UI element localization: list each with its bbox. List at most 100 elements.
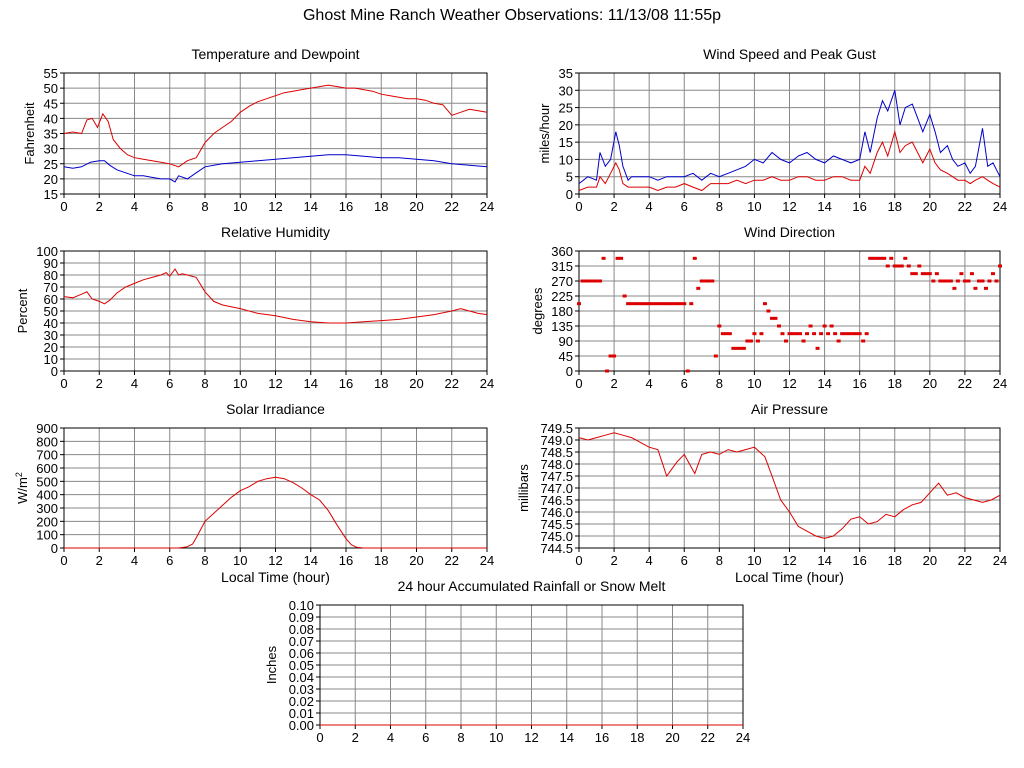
wind-direction-point xyxy=(706,279,711,283)
solar-ytick-label: 600 xyxy=(36,461,58,476)
wind-speed-xtick-label: 14 xyxy=(817,199,831,214)
pressure-xtick-label: 12 xyxy=(782,553,796,568)
wind-direction-point xyxy=(857,332,862,336)
wind-direction-point xyxy=(762,302,767,306)
rainfall-xtick-label: 22 xyxy=(701,730,715,745)
wind-speed-xtick-label: 22 xyxy=(958,199,972,214)
wind-direction-point xyxy=(699,279,704,283)
pressure-xtick-label: 0 xyxy=(575,553,582,568)
humidity-xtick-label: 16 xyxy=(339,376,353,391)
temperature-xtick-label: 0 xyxy=(60,199,67,214)
pressure-xtick-label: 16 xyxy=(852,553,866,568)
wind-direction-point xyxy=(983,286,988,290)
wind-direction-point xyxy=(952,286,957,290)
wind-direction-point xyxy=(931,279,936,283)
pressure-series-line-0 xyxy=(578,432,1001,539)
wind-direction-ytick-label: 90 xyxy=(559,334,573,349)
solar-chart: 0 2 4 6 8 10 12 14 16 18 20 22 240100200300400500600… xyxy=(14,401,494,585)
wind-direction-point xyxy=(612,354,617,358)
temperature-ytick-label: 25 xyxy=(44,157,58,172)
wind-direction-point xyxy=(934,272,939,276)
pressure-ytick-label: 747.0 xyxy=(540,481,573,496)
wind-direction-point xyxy=(948,279,953,283)
pressure-ytick-label: 749.5 xyxy=(540,421,573,436)
wind-direction-xtick-label: 10 xyxy=(747,376,761,391)
pressure-xtick-label: 18 xyxy=(888,553,902,568)
wind-direction-point xyxy=(910,272,915,276)
wind-direction-ytick-label: 270 xyxy=(551,274,573,289)
wind-direction-point xyxy=(598,279,603,283)
wind-direction-point xyxy=(864,332,869,336)
temperature-title: Temperature and Dewpoint xyxy=(191,46,359,62)
wind-direction-point xyxy=(766,309,771,313)
wind-speed-ytick-label: 35 xyxy=(559,66,573,81)
humidity-xtick-label: 6 xyxy=(166,376,173,391)
wind-direction-ytick-label: 225 xyxy=(551,289,573,304)
wind-direction-point xyxy=(668,302,673,306)
temperature-xtick-label: 18 xyxy=(374,199,388,214)
humidity-xtick-label: 14 xyxy=(304,376,318,391)
wind-direction-point xyxy=(920,272,925,276)
wind-direction-xtick-label: 24 xyxy=(993,376,1007,391)
wind-direction-point xyxy=(924,272,929,276)
rainfall-xtick-label: 8 xyxy=(457,730,464,745)
pressure-xtick-label: 22 xyxy=(958,553,972,568)
temperature-xtick-label: 4 xyxy=(131,199,138,214)
wind-direction-point xyxy=(966,279,971,283)
solar-xtick-label: 22 xyxy=(445,553,459,568)
temperature-xtick-label: 22 xyxy=(445,199,459,214)
wind-direction-ytick-label: 45 xyxy=(559,349,573,364)
pressure-ytick-label: 749.0 xyxy=(540,433,573,448)
wind-speed-xtick-label: 6 xyxy=(681,199,688,214)
pressure-xtick-label: 8 xyxy=(716,553,723,568)
wind-direction-point xyxy=(885,264,890,268)
humidity-ytick-label: 60 xyxy=(44,292,58,307)
wind-direction-point xyxy=(945,279,950,283)
wind-direction-point xyxy=(601,256,606,260)
wind-speed-xtick-label: 12 xyxy=(782,199,796,214)
wind-direction-point xyxy=(713,354,718,358)
wind-direction-point xyxy=(738,346,743,350)
rainfall-ytick-label: 0.05 xyxy=(289,658,314,673)
wind-direction-point xyxy=(636,302,641,306)
solar-ylabel: W/m2 xyxy=(14,472,30,504)
rainfall-ytick-label: 0.02 xyxy=(289,694,314,709)
wind-direction-point xyxy=(976,279,981,283)
humidity-xtick-label: 0 xyxy=(60,376,67,391)
humidity-ytick-label: 70 xyxy=(44,280,58,295)
solar-xlabel: Local Time (hour) xyxy=(221,569,330,585)
rainfall-ytick-label: 0.07 xyxy=(289,634,314,649)
wind-direction-point xyxy=(615,256,620,260)
wind-direction-point xyxy=(959,272,964,276)
wind-direction-point xyxy=(980,279,985,283)
wind-speed-chart: 0 2 4 6 8 10 12 14 16 18 20 22 2405101520253035Wind … xyxy=(537,46,1007,214)
wind-direction-point xyxy=(745,339,750,343)
wind-direction-point xyxy=(654,302,659,306)
wind-direction-point xyxy=(829,324,834,328)
wind-direction-point xyxy=(619,256,624,260)
temperature-xtick-label: 16 xyxy=(339,199,353,214)
wind-direction-xtick-label: 6 xyxy=(681,376,688,391)
wind-speed-xtick-label: 2 xyxy=(610,199,617,214)
temperature-ylabel: Fahrenheit xyxy=(22,102,37,165)
temperature-ytick-label: 30 xyxy=(44,142,58,157)
solar-ylabel-superscript: 2 xyxy=(14,472,24,477)
wind-direction-point xyxy=(903,256,908,260)
wind-direction-chart: 0 2 4 6 8 10 12 14 16 18 20 22 240459013518022527031… xyxy=(530,224,1007,391)
wind-direction-point xyxy=(675,302,680,306)
wind-direction-point xyxy=(724,332,729,336)
wind-speed-xtick-label: 0 xyxy=(575,199,582,214)
wind-direction-point xyxy=(710,279,715,283)
solar-ytick-label: 700 xyxy=(36,448,58,463)
rainfall-ytick-label: 0.06 xyxy=(289,646,314,661)
wind-direction-point xyxy=(906,264,911,268)
wind-direction-xtick-label: 16 xyxy=(852,376,866,391)
wind-speed-ytick-label: 30 xyxy=(559,83,573,98)
solar-xtick-label: 12 xyxy=(268,553,282,568)
pressure-chart: 0 2 4 6 8 10 12 14 16 18 20 22 24744.5745.0745.5746.… xyxy=(516,401,1007,585)
solar-frame xyxy=(63,427,488,549)
wind-direction-point xyxy=(605,369,610,373)
solar-xtick-label: 20 xyxy=(409,553,423,568)
wind-speed-xtick-label: 16 xyxy=(852,199,866,214)
humidity-title: Relative Humidity xyxy=(221,224,330,240)
